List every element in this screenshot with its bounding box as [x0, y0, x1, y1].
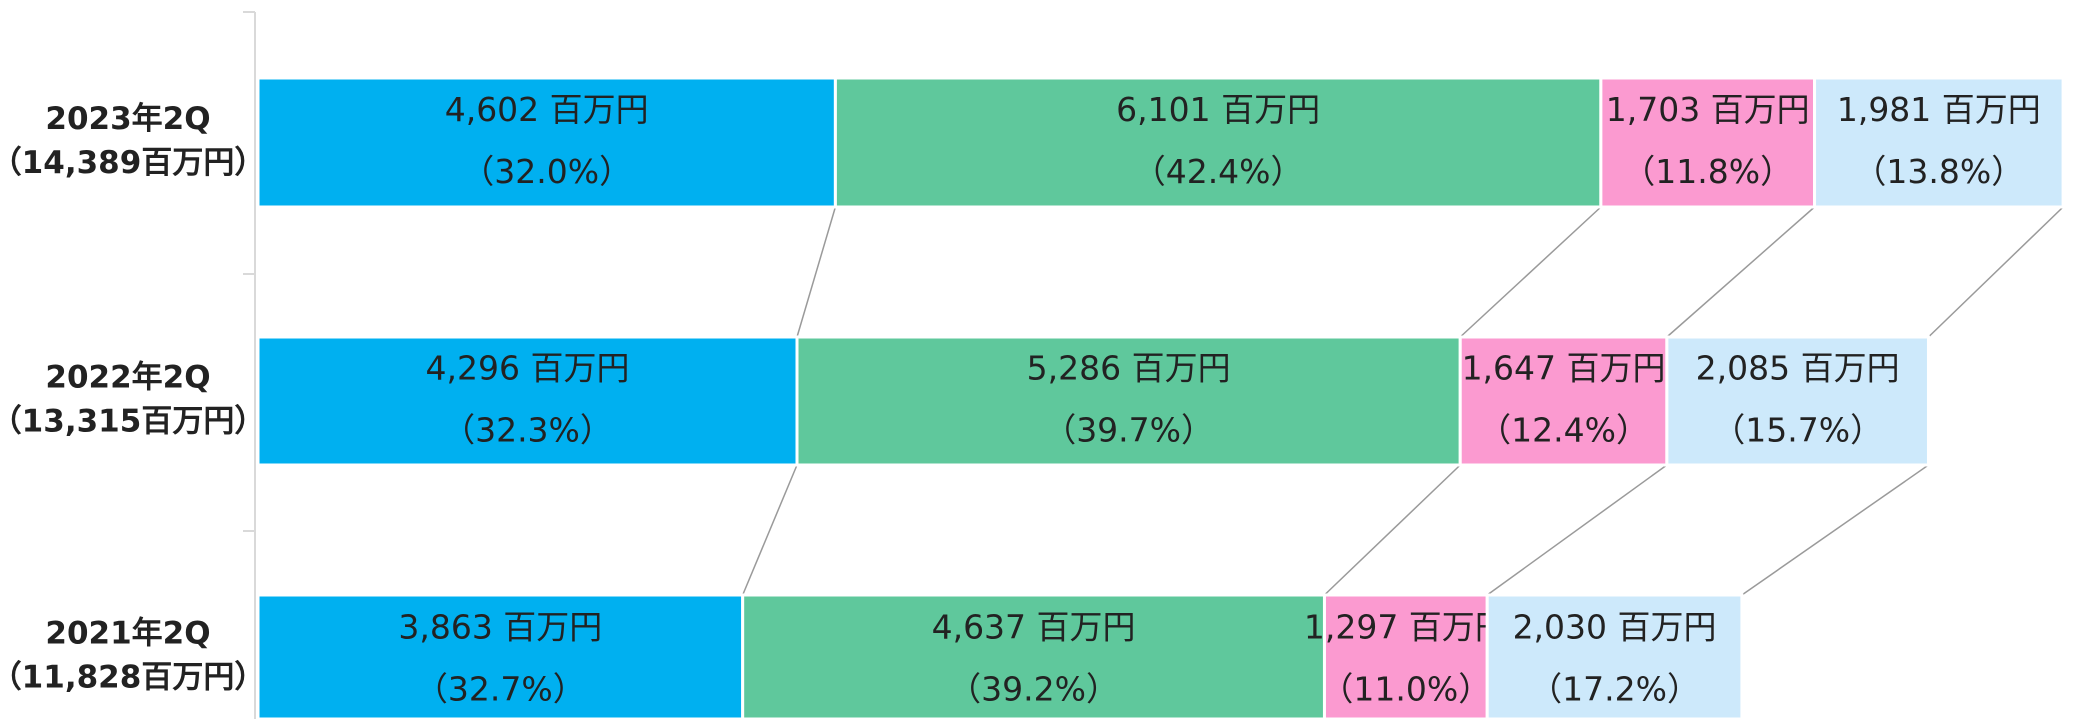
category-total: （13,315百万円）: [0, 404, 265, 440]
category-label: 2022年2Q: [45, 360, 210, 396]
percent-label: （32.3%）: [442, 411, 613, 450]
percent-label: （39.2%）: [948, 670, 1119, 709]
connector-line: [1324, 465, 1460, 595]
connector-line: [1667, 207, 1815, 337]
percent-label: （32.7%）: [415, 670, 586, 709]
value-label: 1,297 百万円: [1304, 608, 1508, 647]
value-label: 2,030 百万円: [1513, 608, 1717, 647]
connector-line: [1487, 465, 1667, 595]
percent-label: （17.2%）: [1529, 670, 1700, 709]
percent-label: （32.0%）: [461, 152, 632, 191]
chart: 2023年2Q （14,389百万円） 4,602 百万円 （32.0%） 6,101 …: [0, 0, 2073, 719]
value-label: 5,286 百万円: [1027, 349, 1231, 388]
percent-label: （11.8%）: [1622, 152, 1793, 191]
value-label: 1,981 百万円: [1837, 90, 2041, 129]
category-label: 2021年2Q: [45, 616, 210, 652]
connector-line: [1460, 207, 1601, 337]
value-label: 6,101 百万円: [1116, 90, 1320, 129]
category-total: （14,389百万円）: [0, 145, 265, 181]
percent-label: （12.4%）: [1478, 411, 1649, 450]
percent-label: （42.4%）: [1133, 152, 1304, 191]
value-label: 3,863 百万円: [398, 608, 602, 647]
category-total: （11,828百万円）: [0, 660, 265, 696]
connector-line: [1928, 207, 2063, 337]
percent-label: （11.0%）: [1320, 670, 1491, 709]
value-label: 1,703 百万円: [1606, 90, 1810, 129]
page: {"chart_data": {"type": "stacked-bar-hor…: [0, 0, 2073, 719]
value-label: 4,296 百万円: [426, 349, 630, 388]
connector-line: [1742, 465, 1929, 595]
value-label: 4,637 百万円: [932, 608, 1136, 647]
value-label: 2,085 百万円: [1696, 349, 1900, 388]
percent-label: （13.8%）: [1853, 152, 2024, 191]
value-label: 1,647 百万円: [1462, 349, 1666, 388]
connector-line: [797, 207, 835, 337]
percent-label: （39.7%）: [1043, 411, 1214, 450]
value-label: 4,602 百万円: [445, 90, 649, 129]
connector-line: [743, 465, 797, 595]
category-label: 2023年2Q: [45, 101, 210, 137]
percent-label: （15.7%）: [1712, 411, 1883, 450]
